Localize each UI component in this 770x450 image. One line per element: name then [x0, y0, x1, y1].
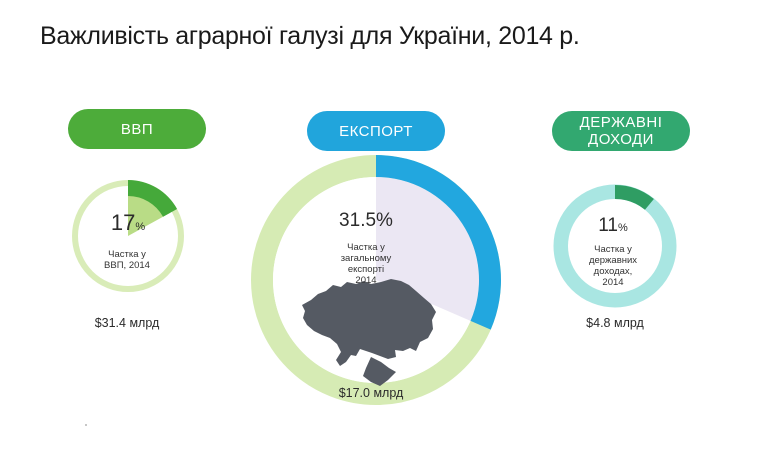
state-revenue-label-line-1: ДЕРЖАВНІ: [579, 114, 663, 131]
export-caption-line-2: загальному: [340, 253, 392, 264]
export-label: ЕКСПОРТ: [339, 122, 413, 140]
gdp-label-pill: ВВП: [68, 109, 206, 149]
export-share-number: 31.5: [339, 210, 377, 231]
export-label-pill: ЕКСПОРТ: [307, 111, 445, 151]
state-center: [568, 199, 662, 293]
ukraine-map-icon: [302, 279, 436, 386]
gdp-caption-line-1: Частка у: [108, 249, 146, 260]
state-share-value: 11%: [598, 215, 628, 237]
export-share-unit: %: [376, 210, 393, 231]
state-caption: Частка у державних доходах, 2014: [589, 244, 637, 288]
export-caption: Частка у загальному експорті 2014: [341, 242, 392, 286]
state-share-number: 11: [598, 215, 618, 236]
state-caption-line-2: державних: [588, 255, 638, 266]
gdp-caption: Частка у ВВП, 2014: [104, 249, 150, 271]
state-caption-line-3: доходах,: [593, 266, 633, 277]
gdp-amount: $31.4 млрд: [94, 316, 160, 330]
gdp-share-value: 17%: [111, 210, 145, 236]
export-share-value: 31.5%: [339, 210, 393, 232]
gdp-donut: [72, 180, 184, 292]
state-revenue-label-line-2: ДОХОДИ: [588, 131, 654, 148]
export-share-arc: [376, 155, 502, 330]
export-caption-line-4: 2014: [355, 275, 377, 286]
gdp-share-unit: %: [135, 221, 146, 233]
decorative-dot: [85, 424, 87, 426]
export-caption-line-3: експорті: [347, 264, 385, 275]
state-revenue-donut: [553, 184, 677, 308]
state-amount: $4.8 млрд: [586, 316, 644, 330]
export-amount: $17.0 млрд: [338, 386, 404, 400]
state-caption-line-4: 2014: [602, 277, 624, 288]
gdp-share-number: 17: [110, 210, 136, 235]
gdp-label: ВВП: [120, 120, 154, 138]
export-caption-line-1: Частка у: [347, 242, 385, 253]
state-revenue-label-pill: ДЕРЖАВНІ ДОХОДИ: [552, 111, 690, 151]
gdp-share-arc: [128, 180, 178, 217]
state-share-unit: %: [617, 222, 628, 234]
export-donut: [251, 155, 502, 405]
page-title: Важливість аграрної галузі для України, …: [40, 22, 580, 50]
state-share-arc: [615, 185, 654, 210]
gdp-caption-line-2: ВВП, 2014: [104, 260, 150, 271]
state-caption-line-1: Частка у: [594, 244, 632, 255]
